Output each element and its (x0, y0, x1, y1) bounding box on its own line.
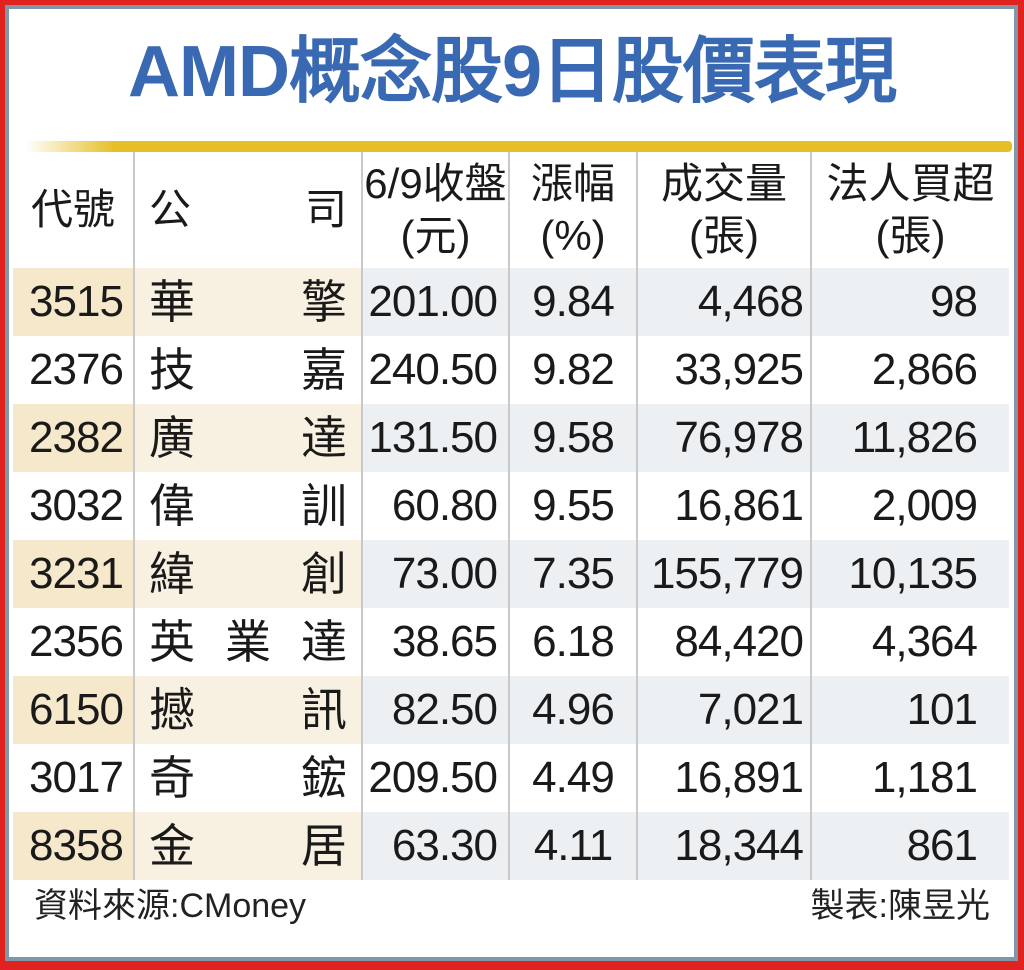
header-volume-line1: 成交量 (660, 160, 787, 207)
cell-code: 2376 (13, 336, 135, 404)
cell-code: 2356 (13, 608, 135, 676)
cell-close: 63.30 (363, 812, 510, 880)
cell-net_buy: 4,364 (871, 617, 978, 666)
cell-volume: 84,420 (638, 608, 812, 676)
cell-close: 38.65 (363, 608, 510, 676)
cell-volume: 16,861 (638, 472, 812, 540)
cell-company: 撼 訊 (135, 676, 363, 744)
inner-steel-border (5, 5, 1018, 961)
cell-close: 73.00 (363, 540, 510, 608)
cell-volume: 16,891 (638, 744, 812, 812)
cell-change: 9.82 (510, 336, 638, 404)
cell-close: 201.00 (363, 268, 510, 336)
cell-code: 2382 (13, 404, 135, 472)
header-volume-line2: (張) (689, 212, 759, 259)
cell-volume: 155,779 (638, 540, 812, 608)
header-change-line1: 漲幅 (530, 160, 615, 207)
credit-label: 製表:陳昱光 (810, 887, 990, 925)
cell-change: 7.35 (510, 540, 638, 608)
stock-table: 代號 公 司 6/9收盤 (元) 漲幅 (%) 成交量 (張) 法人買超 (張)… (13, 152, 1009, 880)
header-net-buy-line2: (張) (875, 212, 946, 259)
cell-close: 131.50 (363, 404, 510, 472)
header-change: 漲幅 (%) (510, 152, 638, 268)
cell-change: 6.18 (510, 608, 638, 676)
cell-company: 奇 鋐 (135, 744, 363, 812)
table-row: 3515 華 擎 201.00 9.84 4,468 98 (13, 268, 1009, 336)
table-row: 6150 撼 訊 82.50 4.96 7,021 101 (13, 676, 1009, 744)
cell-code: 8358 (13, 812, 135, 880)
header-code: 代號 (13, 152, 135, 268)
cell-company: 金 居 (135, 812, 363, 880)
table-row: 3231 緯 創 73.00 7.35 155,779 10,135 (13, 540, 1009, 608)
data-source-label: 資料來源:CMoney (34, 887, 307, 925)
cell-change: 9.58 (510, 404, 638, 472)
cell-code: 3231 (13, 540, 135, 608)
cell-net_buy: 11,826 (812, 404, 1009, 472)
cell-code: 6150 (13, 676, 135, 744)
header-volume: 成交量 (張) (638, 152, 812, 268)
cell-code: 3017 (13, 744, 135, 812)
cell-volume: 18,344 (638, 812, 812, 880)
header-close-line2: (元) (400, 212, 471, 259)
cell-net_buy: 98 (812, 268, 1009, 336)
cell-volume: 76,978 (638, 404, 812, 472)
cell-net_buy: 2,866 (871, 345, 978, 394)
header-close: 6/9收盤 (元) (363, 152, 510, 268)
header-net-buy: 法人買超 (張) (812, 152, 1009, 268)
cell-net_buy: 1,181 (871, 753, 978, 802)
cell-net_buy: 101 (812, 676, 1009, 744)
cell-volume: 4,468 (638, 268, 812, 336)
cell-company: 偉 訓 (135, 472, 363, 540)
table-row: 8358 金 居 63.30 4.11 18,344 861 (13, 812, 1009, 880)
cell-company: 英 業 達 (135, 608, 363, 676)
cell-volume: 7,021 (638, 676, 812, 744)
header-company: 公 司 (135, 152, 363, 268)
table-row: 3017 奇 鋐 209.50 4.49 16,891 1,181 (13, 744, 1009, 812)
header-change-line2: (%) (540, 212, 606, 259)
cell-volume: 33,925 (638, 336, 812, 404)
yellow-divider (26, 141, 1012, 152)
cell-net_buy: 2,009 (871, 481, 978, 530)
table-row: 2356 英 業 達 38.65 6.18 84,420 4,364 (13, 608, 1009, 676)
page-title: AMD概念股9日股價表現 (127, 32, 897, 112)
cell-change: 4.11 (510, 812, 638, 880)
cell-company: 緯 創 (135, 540, 363, 608)
cell-close: 82.50 (363, 676, 510, 744)
header-close-line1: 6/9收盤 (364, 160, 507, 207)
table-row: 2382 廣 達 131.50 9.58 76,978 11,826 (13, 404, 1009, 472)
table-row: 3032 偉 訓 60.80 9.55 16,861 2,009 (13, 472, 1009, 540)
cell-net_buy: 10,135 (812, 540, 1009, 608)
cell-code: 3515 (13, 268, 135, 336)
cell-company: 華 擎 (135, 268, 363, 336)
table-body: 3515 華 擎 201.00 9.84 4,468 98 2376 技 嘉 240.50 9.8… (13, 268, 1009, 880)
cell-code: 3032 (13, 472, 135, 540)
cell-company: 技 嘉 (135, 336, 363, 404)
cell-company: 廣 達 (135, 404, 363, 472)
table-row: 2376 技 嘉 240.50 9.82 33,925 2,866 (13, 336, 1009, 404)
cell-change: 9.84 (510, 268, 638, 336)
cell-change: 4.96 (510, 676, 638, 744)
cell-net_buy: 861 (812, 812, 1009, 880)
cell-change: 4.49 (510, 744, 638, 812)
table-header-row: 代號 公 司 6/9收盤 (元) 漲幅 (%) 成交量 (張) 法人買超 (張) (13, 152, 1009, 268)
cell-close: 240.50 (363, 336, 510, 404)
cell-change: 9.55 (510, 472, 638, 540)
header-net-buy-line1: 法人買超 (826, 160, 995, 207)
cell-close: 60.80 (363, 472, 510, 540)
footer: 資料來源:CMoney 製表:陳昱光 (34, 886, 990, 926)
cell-close: 209.50 (363, 744, 510, 812)
